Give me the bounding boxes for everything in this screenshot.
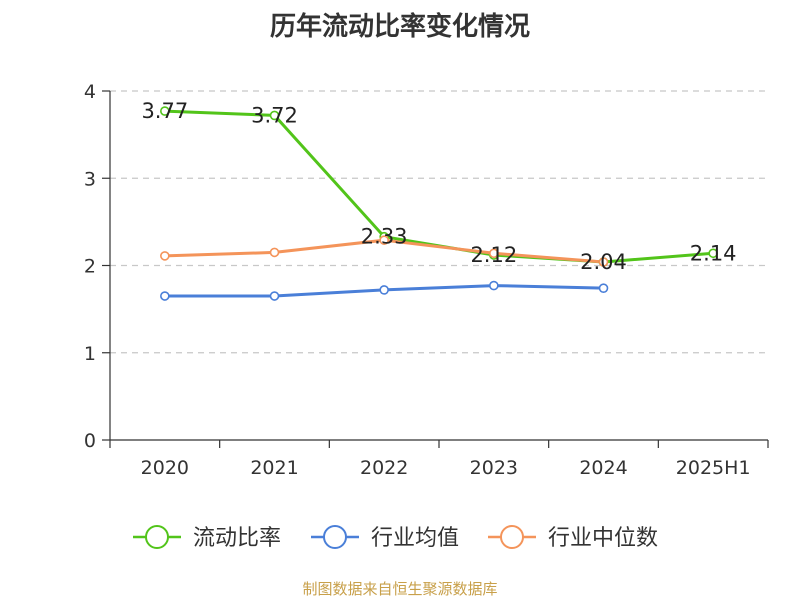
data-label: 2.14 <box>690 241 737 265</box>
data-point <box>269 247 280 258</box>
data-point <box>598 283 609 293</box>
data-point <box>379 285 389 295</box>
y-tick-label: 3 <box>84 168 96 190</box>
data-point <box>489 248 499 259</box>
series-lines <box>164 109 714 298</box>
data-point <box>489 280 499 291</box>
series-line-0 <box>164 109 714 264</box>
data-point <box>708 248 718 259</box>
data-label: 3.72 <box>251 103 298 127</box>
data-point <box>598 257 609 267</box>
y-tick-label: 2 <box>84 256 96 278</box>
x-tick-label: 2023 <box>470 457 518 479</box>
x-tick-label: 2020 <box>141 457 189 479</box>
y-tick-label: 1 <box>84 343 96 365</box>
data-label: 2.12 <box>470 243 517 267</box>
data-labels: 3.77 3.72 2.33 2.12 2.04 2.14 <box>141 99 736 274</box>
legend-label: 行业均值 <box>371 526 459 551</box>
x-tick-label: 2021 <box>250 457 298 479</box>
data-point <box>269 110 280 121</box>
gridlines <box>110 90 768 354</box>
data-point <box>160 251 170 261</box>
legend-label: 流动比率 <box>193 526 281 551</box>
chart-title: 历年流动比率变化情况 <box>269 12 530 42</box>
data-label: 2.04 <box>580 250 627 274</box>
axes: 0 1 2 3 4 2020 2021 2022 2023 2024 2025H1 <box>84 81 769 479</box>
y-tick-label: 0 <box>84 430 96 452</box>
legend-swatch-marker <box>323 525 347 549</box>
legend: 流动比率 行业均值 行业中位数 <box>133 525 658 551</box>
x-tick-label: 2024 <box>579 457 627 479</box>
series-points <box>160 106 718 301</box>
data-point <box>160 291 170 301</box>
x-tick-label: 2022 <box>360 457 408 479</box>
data-point <box>160 106 170 116</box>
x-tick-label: 2025H1 <box>676 457 751 479</box>
data-source: 制图数据来自恒生聚源数据库 <box>302 580 498 598</box>
data-point <box>269 291 280 301</box>
data-label: 3.77 <box>141 99 188 123</box>
y-tick-label: 4 <box>84 81 96 103</box>
legend-label: 行业中位数 <box>548 526 658 551</box>
legend-swatch-marker <box>500 525 524 549</box>
legend-swatch-marker <box>145 525 169 549</box>
data-label: 2.33 <box>361 225 408 249</box>
data-point <box>379 235 389 245</box>
